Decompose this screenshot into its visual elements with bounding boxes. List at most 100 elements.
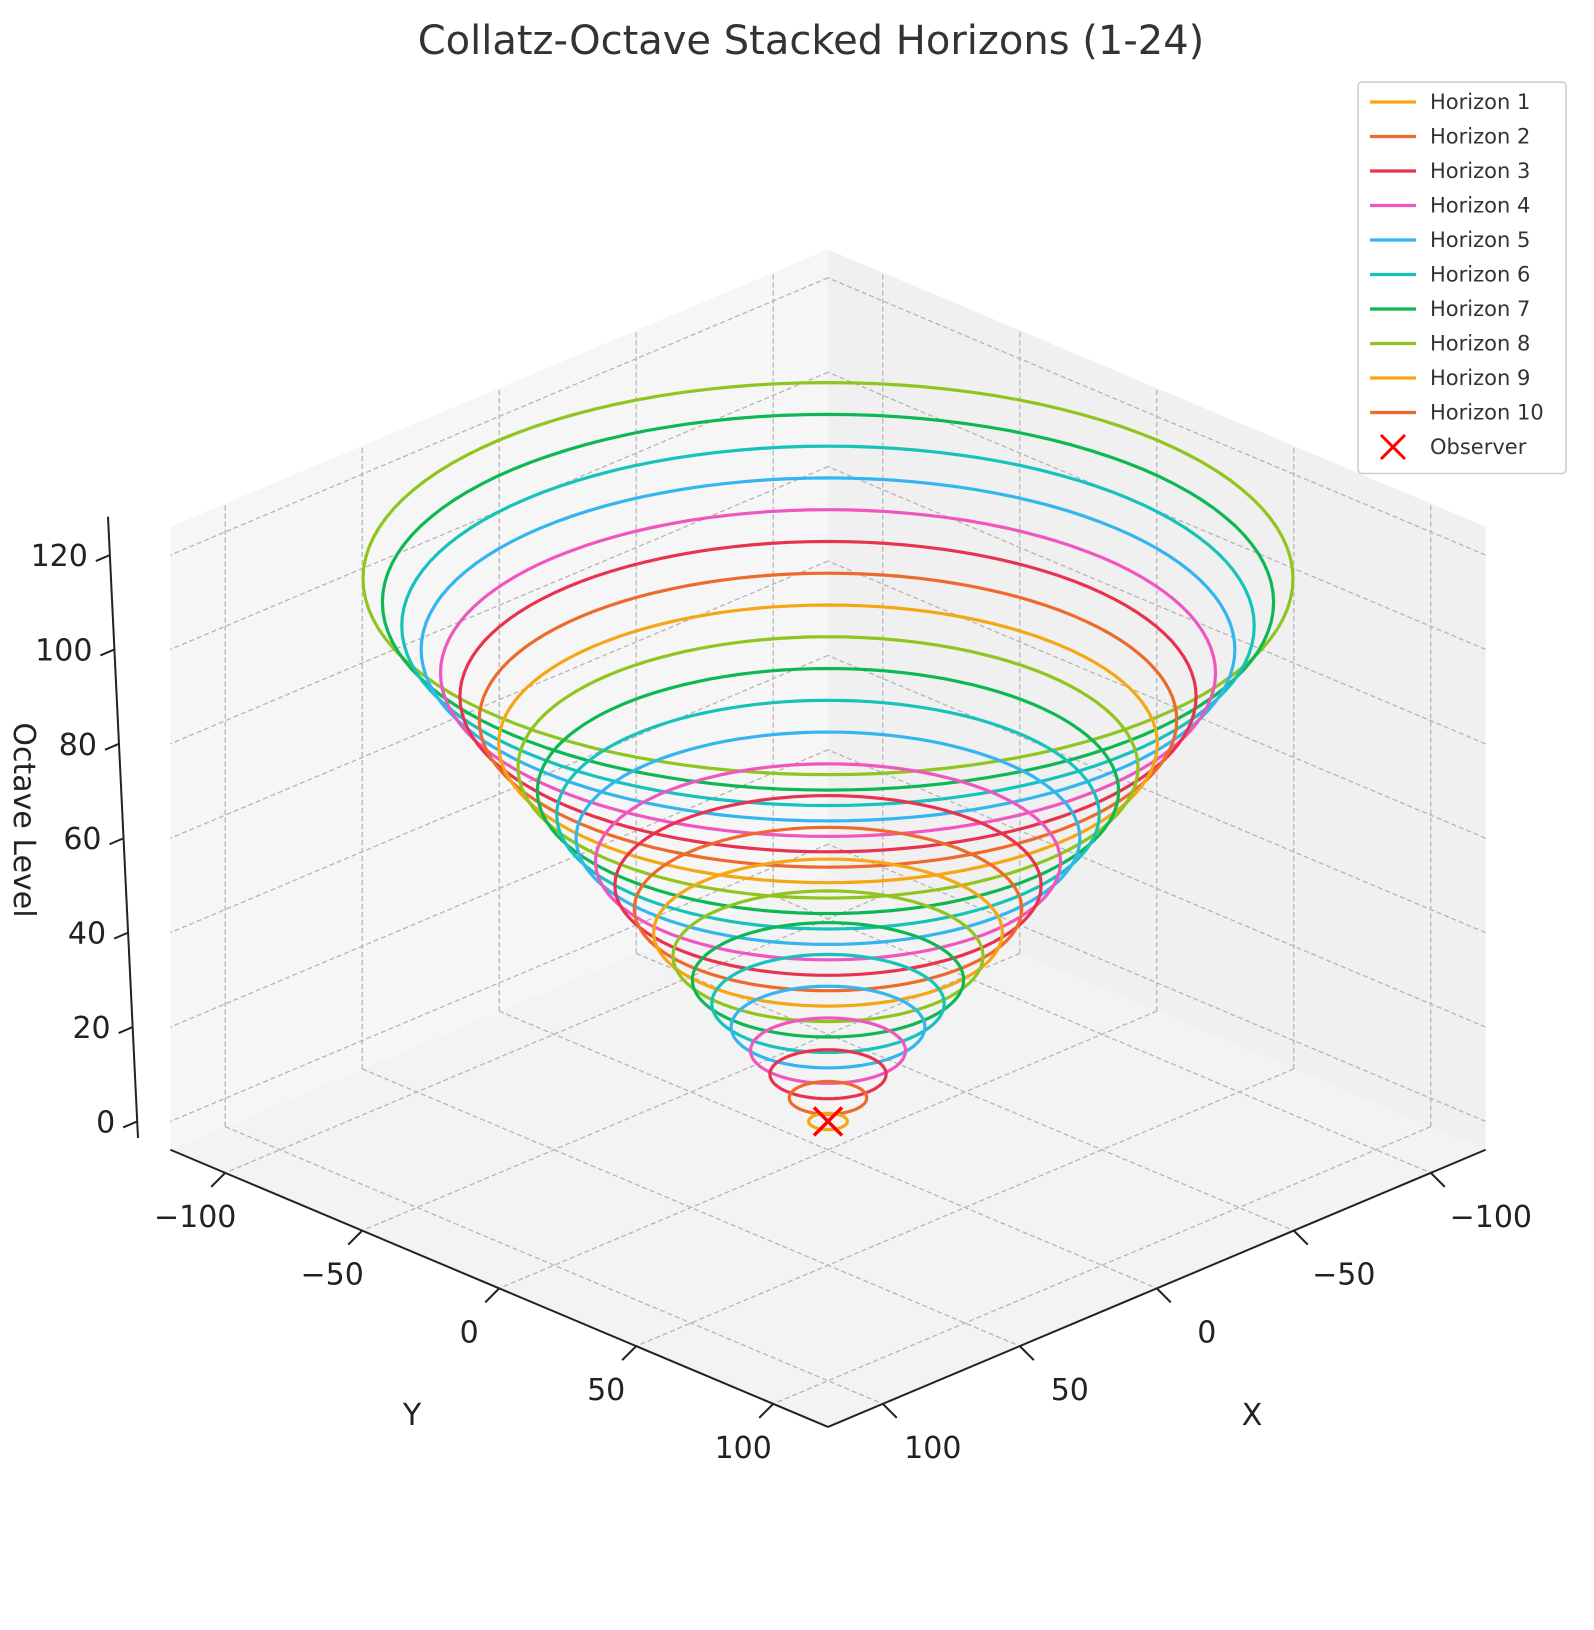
x-tick-mark bbox=[1156, 1287, 1172, 1304]
grid-line bbox=[498, 1010, 1158, 1289]
observer-marker-stroke bbox=[812, 1106, 844, 1137]
grid-line bbox=[170, 843, 829, 1123]
grid-line bbox=[827, 466, 1486, 745]
chart-title: Collatz-Octave Stacked Horizons (1-24) bbox=[418, 18, 1205, 64]
grid-line bbox=[170, 749, 829, 1028]
grid-line bbox=[170, 654, 829, 934]
horizon-ring-16 bbox=[516, 635, 1140, 900]
z-tick-label: 40 bbox=[68, 917, 106, 952]
horizon-ring-21 bbox=[419, 476, 1237, 823]
grid-line bbox=[635, 1068, 1295, 1347]
legend-box bbox=[1357, 81, 1567, 475]
horizon-ring-15 bbox=[535, 666, 1121, 916]
x-tick-label: 50 bbox=[1051, 1373, 1089, 1408]
horizon-ring-11 bbox=[613, 793, 1043, 977]
y-tick-mark bbox=[758, 1403, 774, 1419]
series-layer bbox=[361, 380, 1295, 1137]
z-tick-label: 120 bbox=[31, 539, 88, 574]
x-tick-label: −100 bbox=[1450, 1200, 1532, 1235]
z-tick-mark bbox=[113, 931, 129, 940]
horizon-ring-4 bbox=[748, 1016, 908, 1085]
grid-line bbox=[170, 466, 829, 745]
y-tick-label: −100 bbox=[154, 1200, 236, 1235]
y-tick-label: −50 bbox=[301, 1258, 364, 1293]
horizon-ring-23 bbox=[380, 412, 1276, 792]
x-axis-label: X bbox=[1242, 1398, 1263, 1433]
grid-line bbox=[224, 1126, 884, 1405]
grid-line bbox=[827, 749, 1486, 1028]
z-tick-label: 100 bbox=[35, 633, 92, 668]
z-tick-mark bbox=[118, 1026, 134, 1034]
horizon-ring-24 bbox=[361, 380, 1295, 777]
tick-labels: −100 −50 0 50 100 −100 −50 0 50 100 0 20 40 60 80 100 12… bbox=[31, 539, 1532, 1466]
legend-label: Horizon 2 bbox=[1430, 125, 1530, 149]
z-tick-mark bbox=[100, 648, 115, 657]
horizon-ring-19 bbox=[458, 539, 1198, 854]
y-tick-mark bbox=[347, 1229, 363, 1246]
horizon-ring-6 bbox=[710, 952, 946, 1055]
legend-label: Horizon 10 bbox=[1430, 401, 1544, 425]
grid-line bbox=[827, 277, 1486, 556]
legend-label: Horizon 5 bbox=[1430, 228, 1530, 252]
horizon-ring-10 bbox=[632, 825, 1024, 993]
z-tick-label: 0 bbox=[96, 1105, 115, 1140]
x-tick-mark bbox=[1019, 1345, 1035, 1361]
x-tick-label: 0 bbox=[1197, 1315, 1216, 1350]
grid-line bbox=[170, 277, 829, 556]
z-tick-mark bbox=[95, 554, 111, 562]
y-tick-mark bbox=[621, 1345, 637, 1361]
y-tick-mark bbox=[484, 1287, 500, 1304]
grid-line bbox=[170, 560, 829, 839]
legend-label: Horizon 4 bbox=[1430, 194, 1530, 218]
grid-line bbox=[772, 1126, 1432, 1405]
x-tick-mark bbox=[882, 1403, 898, 1419]
horizon-ring-9 bbox=[651, 857, 1005, 1008]
horizon-ring-17 bbox=[496, 603, 1160, 885]
legend-label: Horizon 3 bbox=[1430, 159, 1530, 183]
y-axis-label: Y bbox=[402, 1398, 422, 1433]
legend-label: Observer bbox=[1430, 435, 1527, 459]
horizon-ring-3 bbox=[768, 1048, 888, 1101]
horizon-ring-8 bbox=[671, 889, 985, 1024]
y-tick-label: 100 bbox=[715, 1431, 772, 1466]
grid-line bbox=[827, 654, 1486, 934]
x-tick-mark bbox=[1293, 1229, 1309, 1246]
horizon-ring-20 bbox=[438, 508, 1218, 839]
horizon-ring-1 bbox=[806, 1111, 850, 1132]
horizon-ring-18 bbox=[477, 571, 1179, 869]
horizon-ring-22 bbox=[400, 444, 1256, 808]
legend-label: Horizon 1 bbox=[1430, 90, 1530, 114]
legend-label: Horizon 6 bbox=[1430, 263, 1530, 287]
grid-line bbox=[361, 952, 1021, 1232]
x-tick-label: −50 bbox=[1312, 1258, 1375, 1293]
z-axis-line bbox=[107, 516, 139, 1139]
horizon-ring-13 bbox=[574, 730, 1082, 947]
z-tick-mark bbox=[109, 837, 124, 846]
z-tick-label: 80 bbox=[59, 728, 97, 763]
observer-marker bbox=[812, 1106, 844, 1137]
grid-line bbox=[224, 895, 884, 1174]
z-tick-label: 60 bbox=[63, 822, 101, 857]
z-axis-label: Octave Level bbox=[6, 722, 41, 917]
axis-panes bbox=[170, 249, 1486, 1427]
z-tick-mark bbox=[104, 742, 120, 751]
legend-label: Horizon 8 bbox=[1430, 332, 1530, 356]
grid-lines bbox=[170, 272, 1486, 1405]
y-tick-mark bbox=[210, 1172, 226, 1188]
horizon-ring-7 bbox=[690, 921, 966, 1039]
z-tick-label: 20 bbox=[72, 1011, 110, 1046]
legend: Horizon 1 Horizon 2 Horizon 3 Horizon 4 Hori… bbox=[1357, 81, 1567, 475]
y-tick-label: 50 bbox=[587, 1373, 625, 1408]
y-tick-label: 0 bbox=[460, 1315, 479, 1350]
horizon-ring-12 bbox=[593, 762, 1063, 962]
horizon-ring-5 bbox=[729, 984, 927, 1070]
legend-label: Horizon 9 bbox=[1430, 366, 1530, 390]
horizon-ring-14 bbox=[555, 698, 1101, 931]
x-tick-label: 100 bbox=[904, 1431, 961, 1466]
grid-line bbox=[827, 560, 1486, 839]
x-tick-mark bbox=[1430, 1172, 1446, 1188]
z-tick-mark bbox=[122, 1120, 138, 1129]
legend-label: Horizon 7 bbox=[1430, 297, 1530, 321]
legend-observer-marker bbox=[1379, 433, 1407, 461]
